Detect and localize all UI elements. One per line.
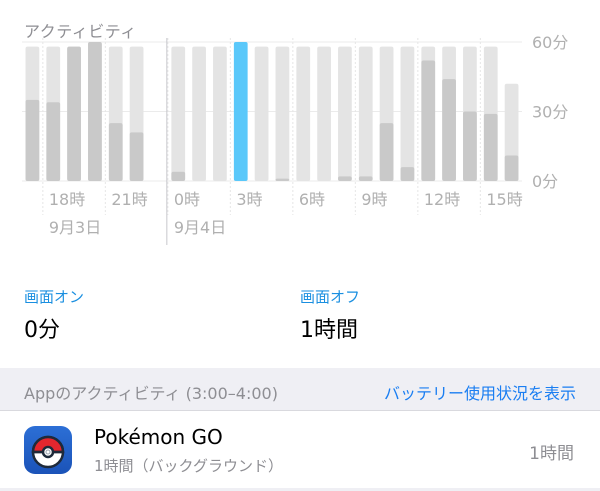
- bar-total: [275, 46, 290, 182]
- x-tick-label: 3時: [236, 190, 262, 209]
- x-tick-label: 6時: [299, 190, 325, 209]
- bar-total: [213, 46, 227, 182]
- bottom-divider: [0, 488, 600, 491]
- x-tick-label: 0時: [174, 190, 200, 209]
- date-label: 9月3日: [49, 218, 101, 237]
- app-usage-time: 1時間: [529, 444, 574, 464]
- bar-active: [67, 46, 81, 182]
- chart-title: アクティビティ: [24, 22, 137, 41]
- y-tick-label: 60分: [532, 33, 568, 52]
- bar-active: [275, 178, 290, 181]
- bar-active: [421, 60, 436, 181]
- screen-off-value: 1時間: [300, 318, 358, 343]
- screen-off-label: 画面オフ: [300, 288, 361, 306]
- bar-total: [358, 46, 373, 182]
- date-label: 9月4日: [174, 218, 226, 237]
- y-tick-label: 0分: [532, 172, 558, 191]
- app-activity-title: Appのアクティビティ (3:00–4:00): [24, 384, 278, 403]
- x-tick-label: 21時: [111, 190, 147, 209]
- bar-total: [400, 46, 415, 182]
- y-tick-label: 30分: [532, 103, 568, 122]
- activity-chart[interactable]: 60分 30分 0分 18時 21時 0時 3時 6時 9時 12時 15時 9月3日 9月4日: [0, 0, 600, 260]
- bar-active: [88, 42, 102, 181]
- bar-total: [254, 46, 269, 182]
- bar-active: [400, 167, 415, 181]
- x-tick-label: 9時: [361, 190, 387, 209]
- x-tick-label: 18時: [49, 190, 85, 209]
- app-activity-header: [0, 368, 600, 410]
- bar-active: [483, 113, 498, 181]
- bar-total: [171, 46, 186, 182]
- show-battery-usage-link[interactable]: バッテリー使用状況を表示: [383, 384, 576, 403]
- x-tick-label: 15時: [486, 190, 522, 209]
- bar-total: [338, 46, 352, 182]
- bar-total: [192, 46, 206, 182]
- bar-active: [504, 155, 519, 181]
- bar-active: [463, 111, 477, 181]
- bar-active: [379, 123, 394, 181]
- bar-active: [108, 123, 123, 181]
- bar-active: [358, 176, 373, 181]
- app-name: Pokémon GO: [94, 425, 223, 449]
- x-tick-label: 12時: [424, 190, 460, 209]
- app-row-pokemon-go[interactable]: Pokémon GO 1時間（バックグラウンド） 1時間: [0, 410, 600, 490]
- app-detail: 1時間（バックグラウンド）: [94, 457, 283, 475]
- activity-chart-section: 60分 30分 0分 18時 21時 0時 3時 6時 9時 12時 15時 9月3日 9月4日 アクテ…: [0, 0, 600, 260]
- bar-active: [442, 79, 456, 181]
- bar-active: [46, 102, 61, 181]
- bar-total: [317, 46, 331, 182]
- spacer: [0, 260, 600, 282]
- bar-active: [338, 176, 352, 181]
- pokeball-icon: [24, 426, 72, 474]
- bar-active: [129, 132, 144, 181]
- bar-active: [25, 99, 40, 181]
- bar-highlight: [233, 42, 248, 181]
- screen-on-value: 0分: [24, 318, 60, 343]
- screen-on-label: 画面オン: [24, 288, 85, 306]
- bar-active: [171, 171, 186, 181]
- bar-total: [296, 46, 311, 182]
